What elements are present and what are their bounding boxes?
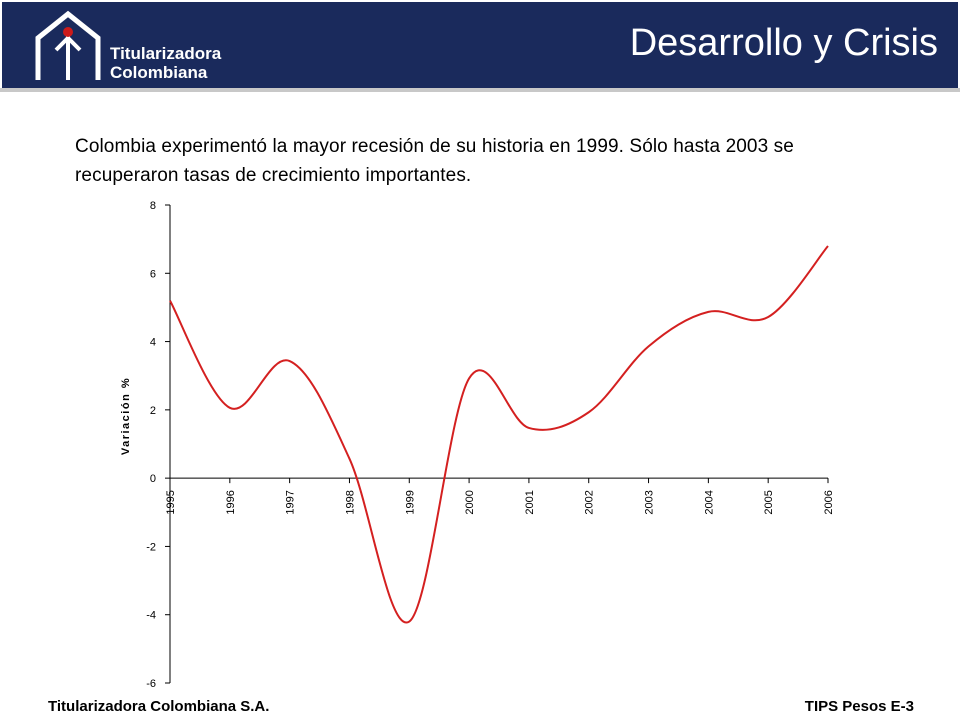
- page-title: Desarrollo y Crisis: [629, 22, 938, 64]
- footer-company-name: Titularizadora Colombiana S.A.: [48, 698, 270, 715]
- y-tick-label: 0: [150, 473, 156, 485]
- header-stripe: [0, 88, 960, 92]
- series-line: [169, 245, 829, 624]
- y-tick-label: 8: [150, 200, 156, 212]
- x-tick-label: 1995: [165, 490, 177, 514]
- y-axis-label: Variación %: [120, 377, 132, 455]
- x-tick-label: 2006: [823, 490, 835, 514]
- y-tick-label: 2: [150, 405, 156, 417]
- x-tick-label: 2004: [703, 490, 715, 514]
- x-tick-label: 2000: [464, 490, 476, 514]
- y-tick-label: 4: [150, 337, 156, 349]
- y-tick-label: -6: [146, 678, 156, 690]
- chart-axes: [169, 205, 828, 683]
- logo-dot-icon: [63, 27, 73, 37]
- x-tick-label: 2005: [763, 490, 775, 514]
- y-tick-label: 6: [150, 268, 156, 280]
- y-axis-ticks: 8 6 4 2 0 -2 -4 -6: [146, 200, 170, 690]
- company-logo: Titularizadora Colombiana: [35, 10, 222, 82]
- x-tick-label: 2001: [524, 490, 536, 514]
- y-tick-label: -4: [146, 610, 156, 622]
- x-axis-ticks: 1995 1996 1997 1998 1999 2000 2001 2002 2003 2004…: [165, 478, 835, 515]
- intro-paragraph: Colombia experimentó la mayor recesión d…: [75, 136, 794, 186]
- x-tick-label: 1999: [404, 490, 416, 514]
- logo-text-line2: Colombiana: [110, 63, 208, 82]
- y-tick-label: -2: [146, 541, 156, 553]
- x-tick-label: 2002: [584, 490, 596, 514]
- x-tick-label: 1997: [285, 490, 297, 514]
- header-bar: Titularizadora Colombiana Desarrollo y C…: [0, 0, 960, 92]
- x-tick-label: 1996: [225, 490, 237, 514]
- chart-series: [169, 245, 829, 624]
- house-outline-icon: [35, 10, 101, 80]
- footer-document-id: TIPS Pesos E-3: [804, 698, 914, 715]
- header-band: [2, 2, 958, 88]
- x-tick-label: 2003: [644, 490, 656, 514]
- logo-text-line1: Titularizadora: [110, 44, 222, 63]
- x-tick-label: 1998: [344, 490, 356, 514]
- arrow-head-icon: [54, 35, 82, 52]
